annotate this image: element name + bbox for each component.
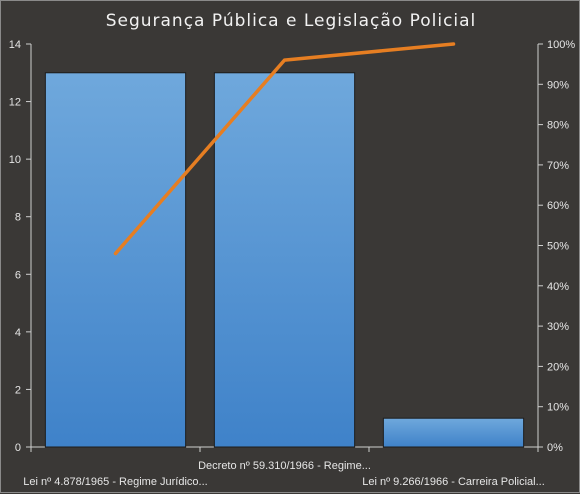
cumulative-line-point	[283, 58, 286, 62]
y-tick-label: 2	[15, 384, 21, 396]
y2-tick-label: 100%	[547, 39, 575, 51]
y2-tick-label: 50%	[547, 241, 569, 253]
y-tick-label: 14	[9, 39, 21, 51]
y-tick-label: 12	[9, 97, 21, 109]
x-category-label: Lei nº 9.266/1966 - Carreira Policial...	[362, 476, 545, 488]
y2-tick-label: 10%	[547, 402, 569, 414]
y-tick-label: 0	[15, 442, 21, 454]
y2-tick-label: 70%	[547, 160, 569, 172]
chart-title: Segurança Pública e Legislação Policial	[106, 11, 477, 31]
y-tick-label: 4	[15, 327, 21, 339]
x-category-label: Lei nº 4.878/1965 - Regime Jurídico...	[23, 476, 207, 488]
y-tick-label: 8	[15, 212, 21, 224]
cumulative-line	[113, 42, 456, 256]
axis-labels: 0 2 4 6 8 10 12 14 0% 10% 20% 30% 40% 50% 60% 70% 80% 90%…	[9, 39, 576, 488]
y2-tick-label: 90%	[547, 79, 569, 91]
bar	[44, 72, 187, 448]
y2-tick-label: 80%	[547, 120, 569, 132]
y-tick-label: 6	[15, 269, 21, 281]
y2-tick-label: 40%	[547, 281, 569, 293]
bar	[213, 72, 356, 448]
y-tick-label: 10	[9, 154, 21, 166]
cumulative-line-point	[114, 252, 117, 256]
y2-tick-label: 20%	[547, 361, 569, 373]
y2-tick-label: 0%	[547, 442, 563, 454]
y2-tick-label: 30%	[547, 321, 569, 333]
bars	[44, 72, 525, 448]
cumulative-line-point	[452, 42, 455, 46]
bar	[382, 417, 525, 448]
y2-tick-label: 60%	[547, 200, 569, 212]
x-category-label: Decreto nº 59.310/1966 - Regime...	[198, 460, 371, 472]
